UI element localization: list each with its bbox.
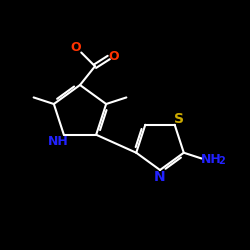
Text: 2: 2 — [218, 156, 225, 166]
Text: N: N — [154, 170, 166, 184]
Text: NH: NH — [201, 153, 222, 166]
Text: NH: NH — [48, 135, 69, 148]
Text: O: O — [108, 50, 119, 63]
Text: S: S — [174, 112, 184, 126]
Text: O: O — [70, 40, 81, 54]
